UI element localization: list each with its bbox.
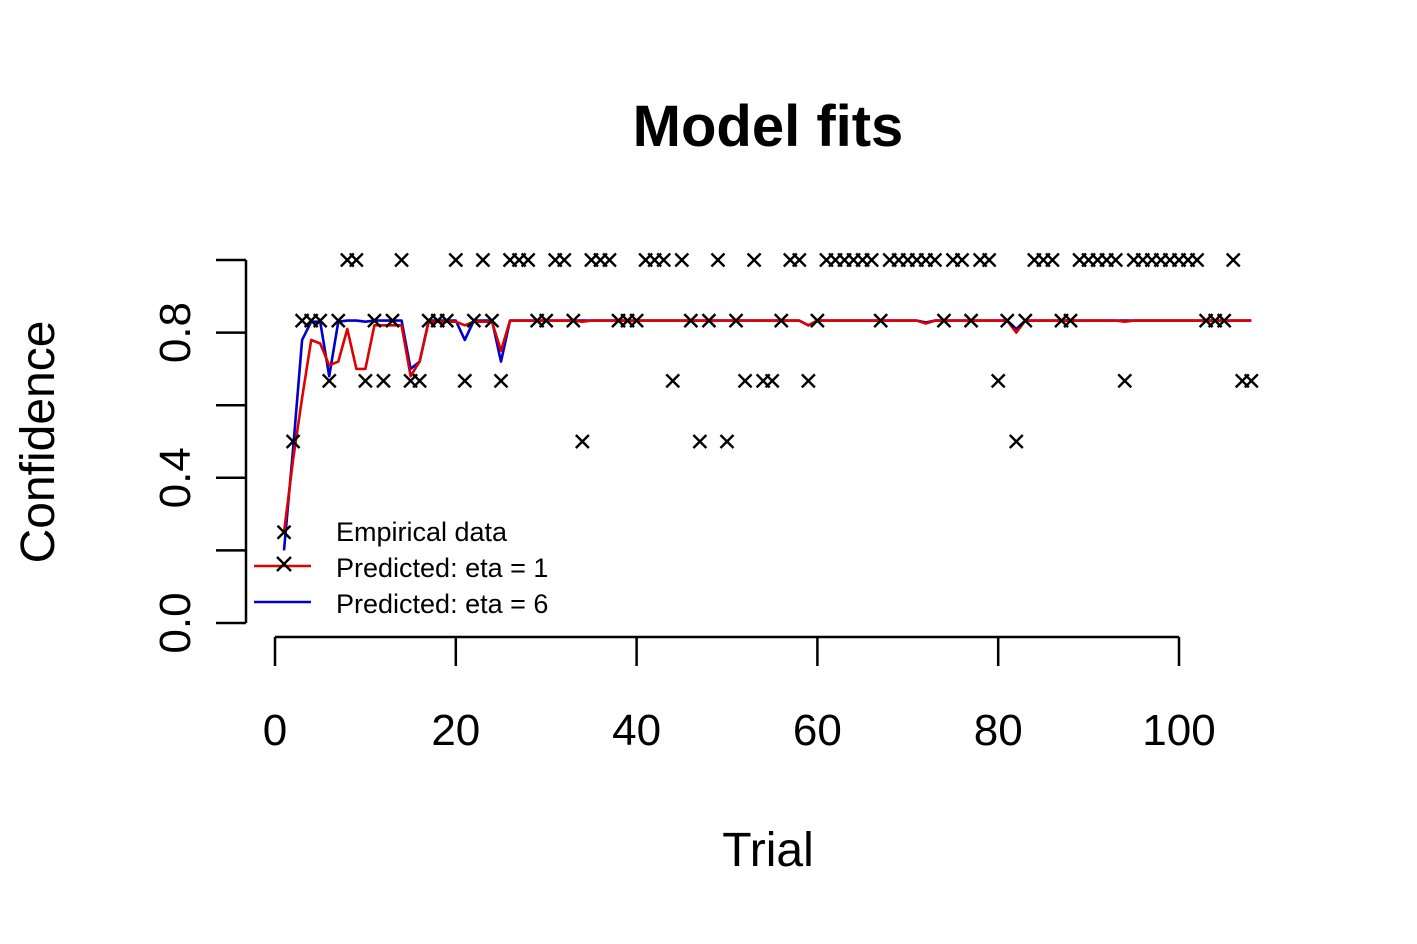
data-point (773, 313, 789, 328)
data-point (556, 252, 572, 268)
data-point (358, 373, 373, 389)
data-point (439, 313, 455, 328)
x-axis: 0 20 40 60 80 100 (263, 635, 1216, 755)
data-point (674, 252, 690, 268)
data-point (1045, 252, 1060, 268)
data-point (1216, 313, 1232, 328)
data-point (1008, 434, 1024, 449)
data-point (746, 252, 762, 268)
data-point (321, 373, 337, 389)
data-point (1225, 252, 1241, 268)
data-point (764, 373, 780, 389)
data-point (330, 313, 346, 328)
data-point (864, 252, 879, 268)
x-tick-label: 20 (431, 706, 480, 755)
data-point (1017, 313, 1033, 328)
chart-title: Model fits (633, 94, 904, 159)
y-axis: 0.0 0.4 0.8 (151, 258, 248, 654)
x-tick-label: 100 (1142, 706, 1215, 755)
data-point (349, 252, 364, 268)
data-point (466, 313, 482, 328)
data-point (954, 252, 970, 268)
data-point (493, 373, 509, 389)
series-line (282, 319, 1252, 533)
data-point (927, 252, 943, 268)
data-point (999, 313, 1015, 328)
series-line (282, 319, 1252, 551)
x-axis-title: Trial (722, 824, 814, 877)
legend-marker-empirical (276, 556, 292, 572)
data-point (412, 373, 427, 389)
data-point (810, 313, 825, 328)
y-tick-label: 0.0 (151, 592, 200, 653)
y-tick-label: 0.8 (151, 302, 200, 363)
data-point (665, 373, 681, 389)
data-point (701, 313, 717, 328)
data-point (1189, 252, 1205, 268)
data-point (385, 313, 400, 328)
data-point (629, 313, 644, 328)
data-point (312, 313, 328, 328)
data-point (285, 434, 301, 449)
y-axis-title: Confidence (12, 321, 65, 564)
data-point (710, 252, 726, 268)
data-point (1108, 252, 1124, 268)
data-point (719, 434, 735, 449)
x-tick-label: 40 (612, 706, 661, 755)
data-point (791, 252, 807, 268)
data-point (602, 252, 617, 268)
legend-label-empirical: Empirical data (336, 517, 508, 547)
data-point (1243, 373, 1259, 389)
legend-label-eta-1: Predicted: eta = 1 (336, 553, 548, 583)
data-point (565, 313, 581, 328)
data-point (520, 252, 536, 268)
data-point (538, 313, 554, 328)
data-point (737, 373, 753, 389)
x-tick-label: 60 (793, 706, 842, 755)
data-point (981, 252, 997, 268)
data-point (801, 373, 816, 389)
prediction-lines (282, 319, 1252, 551)
data-point (1063, 313, 1078, 328)
data-point (1117, 373, 1133, 389)
data-point (367, 313, 382, 328)
data-point (484, 313, 500, 328)
data-point (475, 252, 491, 268)
data-point (575, 434, 590, 449)
data-point (394, 252, 409, 268)
data-point (873, 313, 889, 328)
y-tick-label: 0.4 (151, 447, 200, 508)
empirical-points (276, 252, 1259, 540)
data-point (936, 313, 952, 328)
legend: Empirical data Predicted: eta = 1 Predic… (254, 517, 548, 619)
data-point (683, 313, 699, 328)
data-point (448, 252, 464, 268)
data-point (457, 373, 473, 389)
data-point (656, 252, 672, 268)
x-tick-label: 80 (974, 706, 1023, 755)
data-point (990, 373, 1006, 389)
data-point (692, 434, 708, 449)
data-point (728, 313, 744, 328)
data-point (276, 524, 292, 540)
data-point (963, 313, 979, 328)
legend-label-eta-6: Predicted: eta = 6 (336, 589, 548, 619)
x-tick-label: 0 (263, 706, 287, 755)
data-point (376, 373, 391, 389)
